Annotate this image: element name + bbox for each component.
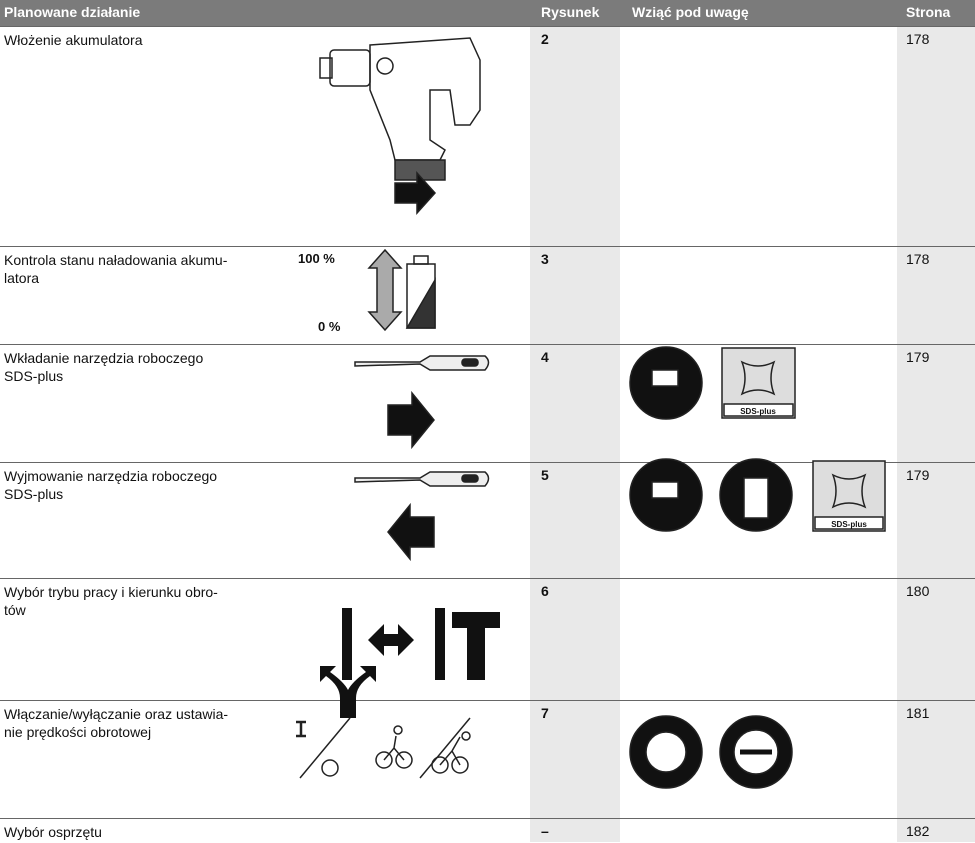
table-row: Wybór trybu pracy i kierunku obro-tów 6 18… [0, 578, 975, 701]
action-cell: Wybór osprzętu [4, 823, 102, 841]
caution-icons: SDS-plus SDS-plus [629, 346, 886, 789]
figure-cell: 3 [541, 251, 549, 267]
action-line: Włączanie/wyłączanie oraz ustawia- [4, 706, 229, 722]
page-column-shade [897, 26, 975, 842]
action-line: nie prędkości obrotowej [4, 724, 152, 740]
switch-illustration [296, 717, 471, 779]
action-line: Wkładanie narzędzia roboczego [4, 350, 204, 366]
action-cell: Wybór trybu pracy i kierunku obro-tów [4, 583, 218, 619]
battery-label: 100 % [298, 251, 335, 266]
action-line: Wybór trybu pracy i kierunku obro- [4, 584, 218, 600]
table-row: Włączanie/wyłączanie oraz ustawia-nie pr… [0, 700, 975, 819]
action-line: SDS-plus [4, 368, 64, 384]
sds-label: SDS-plus [740, 407, 776, 416]
table-row: Wyjmowanie narzędzia roboczego SDS-plus 5 1… [0, 462, 975, 579]
action-cell: Wyjmowanie narzędzia roboczego SDS-plus [4, 467, 217, 503]
bit-insert-illustration [354, 355, 490, 450]
figure-column-shade [530, 26, 620, 842]
drill-illustration [319, 37, 481, 215]
action-line: latora [4, 270, 40, 286]
table-row: Włożenie akumulatora 2 178 [0, 26, 975, 247]
page-cell: 178 [906, 31, 930, 47]
action-line: Kontrola stanu naładowania akumu- [4, 252, 228, 268]
header-cell: Strona [906, 4, 951, 20]
action-cell: Wkładanie narzędzia roboczego SDS-plus [4, 349, 203, 385]
battery-label: 0 % [318, 319, 341, 334]
table-row: Wybór osprzętu – 182 [0, 818, 975, 843]
action-cell: Kontrola stanu naładowania akumu-latora [4, 251, 227, 287]
action-cell: Włożenie akumulatora [4, 31, 143, 49]
bit-remove-illustration [354, 471, 490, 562]
header-cell: Planowane działanie [4, 4, 141, 20]
page-cell: 178 [906, 251, 930, 267]
table-row: Wkładanie narzędzia roboczego SDS-plus 4 17… [0, 344, 975, 463]
action-cell: Włączanie/wyłączanie oraz ustawia-nie pr… [4, 705, 228, 741]
action-line: SDS-plus [4, 486, 64, 502]
action-line: tów [4, 602, 26, 618]
figure-cell: 7 [541, 705, 549, 721]
table-header: Planowane działanie Rysunek Wziąć pod uw… [0, 0, 975, 26]
page-cell: 180 [906, 583, 930, 599]
action-line: Wyjmowanie narzędzia roboczego [4, 468, 218, 484]
sds-label: SDS-plus [831, 520, 867, 529]
mode-illustration [320, 608, 500, 718]
page-cell: 181 [906, 705, 930, 721]
page-cell: 182 [906, 823, 930, 839]
page-cell: 179 [906, 467, 930, 483]
figure-cell: – [541, 823, 549, 839]
figure-cell: 6 [541, 583, 549, 599]
battery-illustration: 100 % 0 % [298, 248, 436, 334]
table-row: Kontrola stanu naładowania akumu-latora 3… [0, 246, 975, 345]
header-cell: Rysunek [541, 4, 600, 20]
action-line: Włożenie akumulatora [4, 32, 143, 48]
page-cell: 179 [906, 349, 930, 365]
header-cell: Wziąć pod uwagę [632, 4, 749, 20]
figure-cell: 5 [541, 467, 549, 483]
figure-cell: 4 [541, 349, 549, 365]
action-line: Wybór osprzętu [4, 824, 102, 840]
figure-cell: 2 [541, 31, 549, 47]
